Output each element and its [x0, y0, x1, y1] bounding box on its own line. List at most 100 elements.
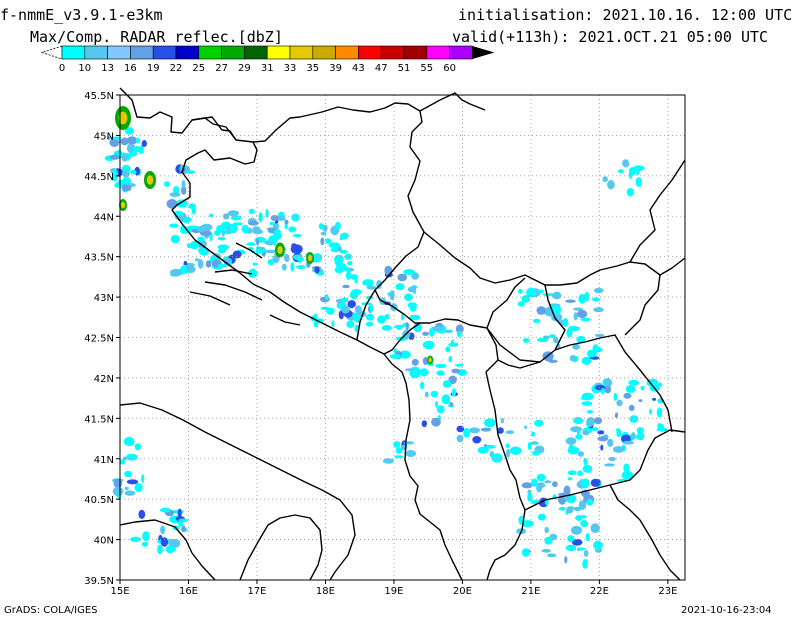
echo-cell: [541, 549, 552, 553]
echo-cell: [282, 263, 287, 271]
echo-cell: [483, 445, 496, 449]
echo-cell: [593, 307, 604, 313]
echo-cell: [335, 221, 341, 230]
echo-cell: [497, 427, 504, 434]
echo-cell: [181, 180, 186, 189]
echo-cell: [395, 447, 403, 454]
colorbar-swatch: [152, 45, 177, 60]
echo-cell: [616, 399, 623, 407]
lon-label: 15E: [110, 586, 129, 597]
valid-time: valid(+113h): 2021.OCT.21 05:00 UTC: [452, 28, 769, 46]
echo-cell: [547, 553, 557, 558]
echo-cell: [209, 213, 214, 218]
echo-cell: [248, 220, 259, 226]
echo-cell: [125, 453, 138, 461]
echo-cell: [441, 394, 451, 405]
lon-label: 17E: [247, 586, 266, 597]
echo-cell: [523, 520, 534, 527]
croatia-coast: [119, 87, 463, 581]
echo-cell: [633, 165, 645, 171]
echo-cell: [268, 235, 277, 243]
echo-core: [146, 175, 154, 185]
map-axis-labels: 15E 16E 17E 18E 19E 20E 21E 22E 23E 45.5N 45N 44.5N…: [84, 91, 677, 597]
italy-heel-coast: [119, 402, 356, 581]
echo-core: [428, 357, 432, 363]
map-gridlines: [120, 95, 685, 580]
echo-cell: [628, 379, 640, 386]
colorbar-swatch: [244, 45, 268, 60]
montenegro-border: [374, 289, 499, 373]
echo-cell: [638, 399, 643, 403]
echo-cell: [134, 483, 143, 493]
echo-cell: [491, 453, 503, 463]
echo-cell: [326, 307, 335, 315]
echo-cell: [366, 313, 374, 321]
echo-cell: [565, 544, 577, 552]
echo-cell: [130, 536, 141, 542]
echo-cell: [181, 525, 186, 533]
echo-cell: [347, 300, 357, 309]
lat-label: 41N: [94, 455, 114, 466]
echo-cell: [577, 309, 588, 319]
echo-cell: [350, 274, 359, 280]
bulgaria-border: [624, 159, 686, 336]
echo-cell: [174, 210, 183, 216]
echo-cell: [613, 392, 618, 401]
echo-cell: [106, 136, 111, 140]
echo-cell: [451, 368, 461, 374]
echo-cell: [586, 410, 594, 414]
echo-cell: [141, 140, 147, 147]
echo-cell: [564, 556, 568, 564]
echo-cell: [142, 531, 150, 542]
echo-cell: [397, 273, 408, 282]
colorbar-swatch: [449, 45, 473, 60]
grads-credit: GrADS: COLA/IGES: [4, 605, 98, 616]
echo-cell: [349, 291, 359, 300]
echo-cell: [223, 213, 230, 220]
echo-cell: [518, 288, 523, 294]
echo-cell: [246, 242, 256, 246]
colorbar-label: 16: [124, 63, 137, 74]
echo-cell: [542, 293, 555, 297]
colorbar-swatch: [175, 45, 200, 60]
echo-cell: [169, 223, 179, 228]
echo-cell: [586, 498, 594, 506]
echo-cell: [600, 444, 604, 451]
colorbar-swatch: [130, 45, 154, 60]
echo-cell: [536, 337, 549, 343]
echo-cell: [463, 428, 471, 438]
echo-cell: [320, 237, 325, 246]
colorbar-swatch: [312, 45, 336, 60]
echo-cell: [517, 301, 525, 307]
echo-cell: [449, 402, 454, 406]
echo-cell: [456, 330, 463, 338]
lat-label: 45.5N: [84, 91, 114, 102]
echo-cell: [533, 318, 541, 324]
echo-cell: [626, 187, 634, 197]
echo-cell: [395, 283, 405, 291]
echo-cell: [314, 266, 320, 274]
echo-cell: [163, 181, 170, 187]
echo-cell: [256, 246, 266, 250]
echo-cell: [629, 415, 639, 423]
echo-cell: [384, 314, 390, 320]
echo-cell: [569, 499, 575, 504]
echo-cell: [571, 539, 583, 546]
lat-label: 40.5N: [84, 495, 114, 506]
lat-label: 44N: [94, 212, 114, 223]
echo-cell: [656, 407, 663, 418]
echo-cell: [124, 470, 133, 478]
echo-cell: [565, 437, 577, 445]
echo-cell: [133, 146, 141, 153]
echo-cell: [252, 226, 261, 233]
echo-cell: [110, 136, 121, 140]
echo-cell: [394, 455, 404, 459]
echo-cell: [616, 429, 622, 438]
echo-cell: [536, 306, 546, 315]
echo-cell: [573, 417, 584, 424]
echo-cell: [554, 305, 561, 315]
colorbar-label: 51: [398, 63, 411, 74]
colorbar-label: 35: [306, 63, 319, 74]
bosnia-border: [191, 102, 425, 341]
echo-cell: [597, 430, 605, 435]
